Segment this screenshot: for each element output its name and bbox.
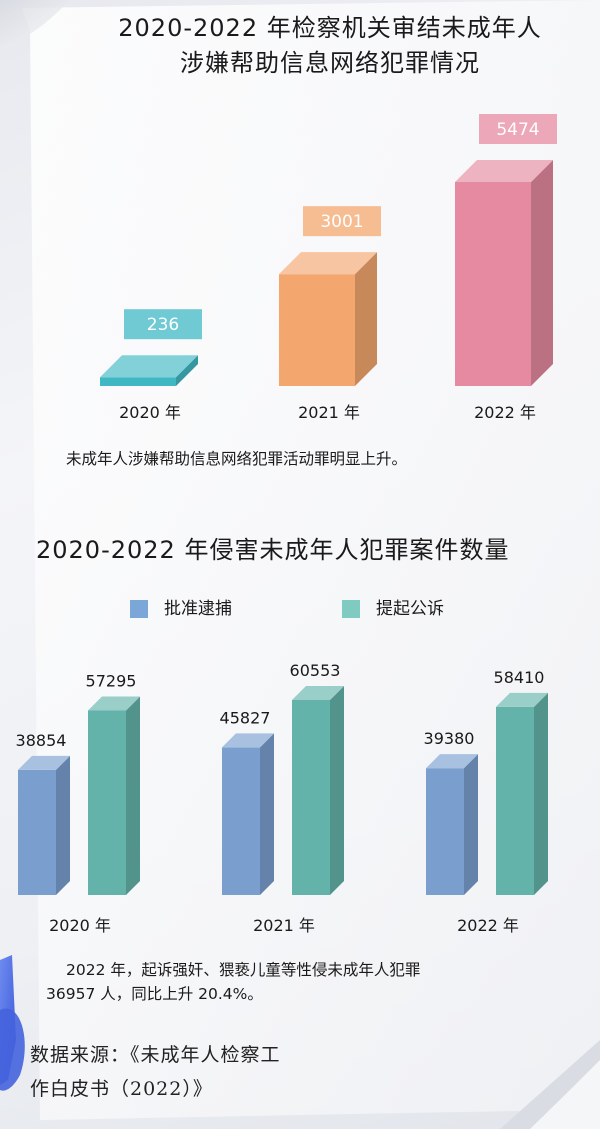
chart1-x-tick-0: 2020 年 — [119, 403, 181, 422]
chart1-value-box-2 — [479, 114, 557, 144]
chart1-note: 未成年人涉嫌帮助信息网络犯罪活动罪明显上升。 — [66, 450, 408, 468]
chart2-bar-1-2-side — [534, 692, 548, 895]
chart2-bar-0-0-top — [18, 755, 70, 770]
chart2-value-label-0-2: 39380 — [424, 729, 475, 748]
chart2-value-label-1-1: 60553 — [290, 661, 341, 680]
chart2-bar-0-1-side — [260, 733, 274, 895]
chart2-bar-1-0-front — [88, 710, 126, 895]
chart1-bar-1 — [279, 252, 377, 386]
chart2-bar-0-2-side — [464, 754, 478, 895]
chart2-bar-1-0-top — [88, 696, 140, 711]
chart1-value-label-1: 3001 — [320, 212, 363, 232]
chart2-bar-1-1-top — [292, 686, 344, 700]
chart1-bar-1-front — [279, 274, 355, 386]
chart1-x-tick-2: 2022 年 — [474, 403, 536, 422]
chart2-bar-0-1 — [222, 733, 274, 895]
chart1-plot: 236 2020 年 3001 2021 年 5474 2022 年 — [100, 114, 557, 422]
legend-swatch-prosecute — [342, 600, 360, 618]
chart1-bar-2 — [455, 160, 553, 386]
chart1-bar-0-side — [176, 355, 198, 386]
chart2-bar-1-1 — [292, 686, 344, 895]
chart1-value-label-0: 236 — [147, 315, 179, 335]
chart2-bar-1-2 — [496, 692, 548, 895]
chart2-bar-1-2-top — [496, 692, 548, 707]
chart1-bar-2-top — [455, 160, 553, 182]
chart2-plot: 38854 57295 2020 年 45827 60553 2021 年 39380 584… — [16, 661, 548, 935]
chart2-note-line1: 2022 年，起诉强奸、猥亵儿童等性侵未成年人犯罪 — [66, 961, 421, 979]
chart2-value-label-0-1: 45827 — [220, 708, 271, 727]
data-source: 数据来源：《未成年人检察工 作白皮书（2022）》 — [30, 1038, 450, 1106]
chart2-value-label-0-0: 38854 — [16, 731, 67, 750]
chart1-value-box-1 — [303, 206, 381, 237]
chart2-title: 2020-2022 年侵害未成年人犯罪案件数量 — [36, 536, 510, 564]
chart1-bar-1-side — [355, 252, 377, 386]
chart2-bar-0-2 — [426, 754, 478, 895]
chart2-bar-1-1-front — [292, 700, 330, 895]
legend-swatch-arrest — [130, 600, 148, 618]
chart1-bar-2-front — [455, 182, 531, 386]
chart2-value-label-1-2: 58410 — [494, 668, 545, 687]
chart1-title-line2: 涉嫌帮助信息网络犯罪情况 — [180, 49, 480, 77]
chart2-bar-0-2-front — [426, 768, 464, 895]
legend-label-arrest: 批准逮捕 — [164, 599, 232, 619]
chart2-value-label-1-0: 57295 — [86, 671, 137, 690]
chart2-bar-1-0 — [88, 696, 140, 895]
chart2-bar-0-2-top — [426, 754, 478, 769]
chart1-bar-0 — [100, 355, 198, 386]
chart1-bar-0-top — [100, 355, 198, 378]
chart1-x-tick-1: 2021 年 — [298, 403, 360, 422]
legend-label-prosecute: 提起公诉 — [376, 599, 444, 619]
chart1-bar-2-side — [531, 160, 553, 386]
chart2-bar-0-1-top — [222, 733, 274, 748]
chart1-title-line1: 2020-2022 年检察机关审结未成年人 — [118, 14, 542, 42]
chart2-bar-0-1-front — [222, 747, 260, 895]
chart2-bar-1-0-side — [126, 696, 140, 895]
data-source-line1: 数据来源：《未成年人检察工 — [30, 1044, 281, 1066]
chart2-x-tick-1: 2021 年 — [253, 916, 315, 935]
chart2-bar-1-1-side — [330, 686, 344, 895]
chart2-bar-0-0-front — [18, 769, 56, 895]
chart2-bar-0-0-side — [56, 755, 70, 895]
chart2-x-tick-0: 2020 年 — [49, 916, 111, 935]
chart2-bar-0-0 — [18, 755, 70, 895]
chart1-bar-1-top — [279, 252, 377, 275]
chart1-value-label-2: 5474 — [496, 120, 539, 140]
chart2-x-tick-2: 2022 年 — [457, 916, 519, 935]
chart2-bar-1-2-front — [496, 706, 534, 895]
data-source-line2: 作白皮书（2022）》 — [30, 1078, 213, 1100]
chart1-value-box-0 — [124, 309, 202, 340]
chart2-note-line2: 36957 人，同比上升 20.4%。 — [46, 985, 263, 1003]
chart1-bar-0-front — [100, 377, 176, 386]
chart2-legend: 批准逮捕 提起公诉 — [130, 596, 550, 624]
